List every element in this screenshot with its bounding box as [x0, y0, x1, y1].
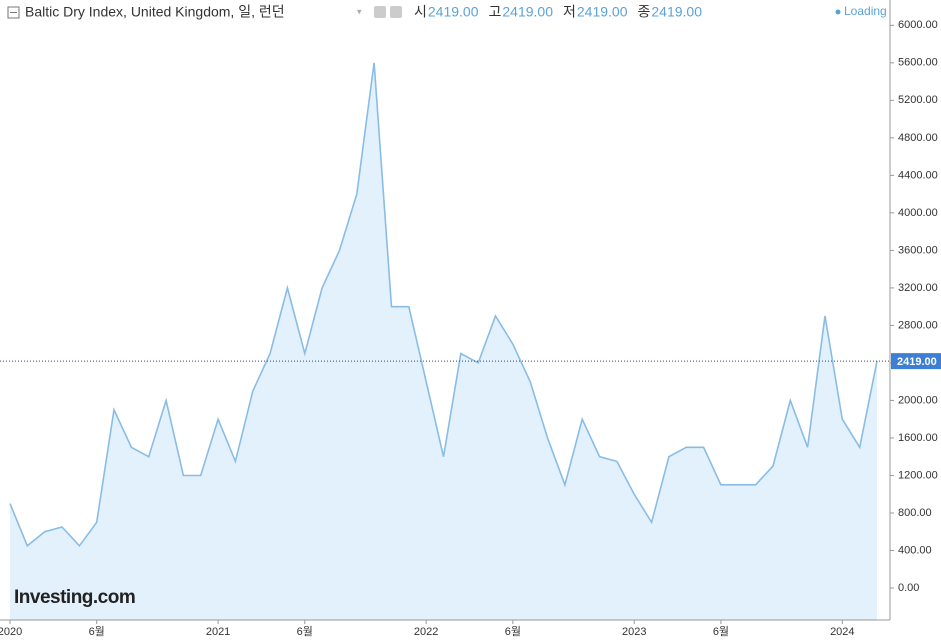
y-tick-label: 2800.00: [898, 319, 938, 331]
x-tick-label: 2020: [0, 626, 22, 638]
y-tick-label: 4400.00: [898, 169, 938, 181]
ohlc-value: 2419.00: [651, 4, 702, 20]
status: Loading: [844, 4, 887, 18]
ohlc-value: 2419.00: [502, 4, 553, 20]
y-tick-label: 1200.00: [898, 469, 938, 481]
watermark: Investing.com: [14, 587, 135, 608]
plot: [9, 62, 878, 621]
ohlc: 시 2419.00 고 2419.00 저 2419.00 종 2419.00: [414, 4, 702, 20]
y-tick-label: 5600.00: [898, 57, 938, 69]
y-tick-label: 3600.00: [898, 244, 938, 256]
y-tick-label: 4000.00: [898, 207, 938, 219]
area-fill: [10, 62, 877, 621]
x-tick-label: 6월: [713, 625, 729, 638]
y-tick-label: 4800.00: [898, 132, 938, 144]
x-tick-label: 6월: [505, 625, 521, 638]
close-icon[interactable]: [390, 6, 402, 18]
chart-title: Baltic Dry Index, United Kingdom, 일, 런던: [25, 4, 285, 20]
y-tick-label: 2000.00: [898, 394, 938, 406]
y-tick-label: 5200.00: [898, 94, 938, 106]
y-tick-label: 1600.00: [898, 432, 938, 444]
x-tick-label: 2021: [206, 626, 230, 638]
y-tick-label: 3200.00: [898, 282, 938, 294]
dropdown-arrow[interactable]: ▾: [357, 6, 362, 16]
ohlc-label: 종: [638, 4, 651, 20]
current-price-label: 2419.00: [897, 356, 937, 368]
settings-icon[interactable]: [374, 6, 386, 18]
price-line: [9, 62, 878, 548]
x-tick-label: 6월: [297, 625, 313, 638]
x-tick-label: 2022: [414, 626, 438, 638]
collapse-icon[interactable]: [7, 6, 20, 19]
y-tick-label: 6000.00: [898, 19, 938, 31]
y-tick-label: 400.00: [898, 544, 932, 556]
ohlc-label: 시: [414, 4, 427, 20]
x-tick-label: 2023: [622, 626, 646, 638]
current-price-box: [891, 353, 941, 370]
x-tick-label: 6월: [89, 625, 105, 638]
ohlc-label: 저: [563, 4, 576, 20]
y-tick-label: 0.00: [898, 582, 919, 594]
ohlc-label: 고: [489, 4, 502, 20]
ohlc-value: 2419.00: [577, 4, 628, 20]
ohlc-value: 2419.00: [428, 4, 479, 20]
y-tick-label: 800.00: [898, 507, 932, 519]
status-dot: [835, 9, 841, 15]
x-tick-label: 2024: [830, 626, 854, 638]
